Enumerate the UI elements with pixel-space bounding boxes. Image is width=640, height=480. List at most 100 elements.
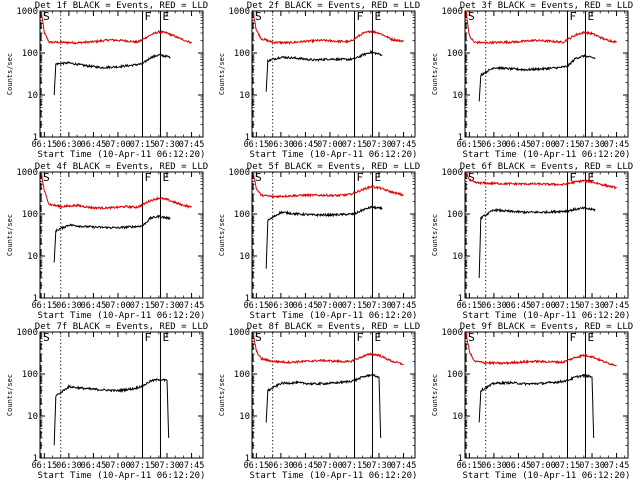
marker-label: S xyxy=(255,10,262,23)
x-axis-label: Start Time (10-Apr-11 06:12:20) xyxy=(38,471,206,480)
marker-label: F xyxy=(144,10,151,23)
y-tick-label: 10 xyxy=(239,252,250,262)
chart-panel: Det 5f BLACK = Events, RED = LLD 1 10 100 10… xyxy=(218,162,420,321)
marker-label: F xyxy=(569,10,576,23)
x-tick-label: 06:45 xyxy=(81,301,107,311)
series-line xyxy=(252,172,404,199)
marker-label: S xyxy=(43,171,50,184)
marker-label: E xyxy=(374,331,381,344)
y-tick-label: 1000 xyxy=(16,328,38,338)
x-tick-label: 07:00 xyxy=(530,461,556,471)
series-line xyxy=(40,171,192,211)
plot-frame xyxy=(251,10,416,138)
y-tick-label: 100 xyxy=(234,210,250,220)
chart-panel: Det 2f BLACK = Events, RED = LLD 1 10 100 10… xyxy=(218,1,420,160)
chart-title: Det 8f BLACK = Events, RED = LLD xyxy=(247,322,420,332)
y-tick-label: 10 xyxy=(239,412,250,422)
x-tick-label: 07:00 xyxy=(105,461,131,471)
x-tick-label: 07:45 xyxy=(391,301,417,311)
plot-frame xyxy=(39,331,204,459)
x-tick-label: 06:45 xyxy=(506,461,532,471)
y-tick-label: 1000 xyxy=(16,7,38,17)
chart-title: Det 6f BLACK = Events, RED = LLD xyxy=(460,162,633,172)
x-tick-label: 06:45 xyxy=(81,461,107,471)
y-tick-label: 100 xyxy=(22,49,38,59)
x-tick-label: 07:45 xyxy=(179,461,205,471)
marker-label: F xyxy=(356,10,363,23)
y-axis-label: Counts/sec xyxy=(431,53,439,95)
x-tick-label: 07:00 xyxy=(530,301,556,311)
chart-panel: Det 9f BLACK = Events, RED = LLD 1 10 100 10… xyxy=(431,322,633,480)
chart-panel: Det 1f BLACK = Events, RED = LLD 1 10 100 10… xyxy=(6,1,208,160)
y-tick-label: 100 xyxy=(447,370,463,380)
x-tick-label: 07:15 xyxy=(342,301,368,311)
x-tick-label: 07:30 xyxy=(366,461,392,471)
marker-label: E xyxy=(374,171,381,184)
x-tick-label: 06:45 xyxy=(81,140,107,150)
y-axis-label: Counts/sec xyxy=(218,374,226,416)
marker-label: F xyxy=(144,171,151,184)
chart-title: Det 3f BLACK = Events, RED = LLD xyxy=(460,1,633,11)
x-tick-label: 06:15 xyxy=(244,301,270,311)
x-axis-label: Start Time (10-Apr-11 06:12:20) xyxy=(250,150,418,160)
y-tick-label: 1 xyxy=(33,294,38,304)
y-axis-label: Counts/sec xyxy=(6,53,14,95)
x-tick-label: 06:45 xyxy=(506,140,532,150)
chart-title: Det 7f BLACK = Events, RED = LLD xyxy=(35,322,208,332)
y-tick-label: 10 xyxy=(452,252,463,262)
x-tick-label: 07:15 xyxy=(342,461,368,471)
x-tick-label: 06:15 xyxy=(457,461,483,471)
marker-label: E xyxy=(162,171,169,184)
x-tick-label: 07:15 xyxy=(342,140,368,150)
chart-title: Det 5f BLACK = Events, RED = LLD xyxy=(247,162,420,172)
series-line xyxy=(265,49,383,92)
y-tick-label: 100 xyxy=(234,49,250,59)
plot-frame xyxy=(464,171,629,299)
x-tick-label: 06:15 xyxy=(457,301,483,311)
x-tick-label: 06:45 xyxy=(293,140,319,150)
x-tick-label: 07:00 xyxy=(317,301,343,311)
x-tick-label: 07:30 xyxy=(579,301,605,311)
x-tick-label: 07:00 xyxy=(317,140,343,150)
series-line xyxy=(478,54,596,102)
y-tick-label: 100 xyxy=(447,210,463,220)
x-tick-label: 06:45 xyxy=(293,301,319,311)
x-tick-label: 07:15 xyxy=(555,140,581,150)
x-tick-label: 06:15 xyxy=(457,140,483,150)
marker-label: S xyxy=(255,171,262,184)
x-tick-label: 07:45 xyxy=(391,140,417,150)
y-tick-label: 1 xyxy=(33,133,38,143)
x-tick-label: 07:00 xyxy=(105,301,131,311)
marker-label: F xyxy=(356,331,363,344)
y-tick-label: 1000 xyxy=(441,7,463,17)
series-line xyxy=(252,334,404,366)
marker-label: S xyxy=(468,171,475,184)
y-tick-label: 100 xyxy=(22,370,38,380)
marker-label: E xyxy=(587,171,594,184)
y-tick-label: 1000 xyxy=(16,168,38,178)
y-tick-label: 100 xyxy=(22,210,38,220)
chart-title: Det 4f BLACK = Events, RED = LLD xyxy=(35,162,208,172)
series-line xyxy=(265,373,382,439)
plot-frame xyxy=(251,331,416,459)
x-axis-label: Start Time (10-Apr-11 06:12:20) xyxy=(250,471,418,480)
y-tick-label: 10 xyxy=(452,91,463,101)
chart-panel: Det 7f BLACK = Events, RED = LLD 1 10 100 10… xyxy=(6,322,208,480)
series-line xyxy=(40,10,192,45)
chart-title: Det 2f BLACK = Events, RED = LLD xyxy=(247,1,420,11)
x-tick-label: 07:00 xyxy=(317,461,343,471)
x-tick-label: 06:30 xyxy=(268,140,294,150)
x-tick-label: 06:30 xyxy=(268,461,294,471)
x-tick-label: 06:15 xyxy=(32,140,58,150)
y-tick-label: 1 xyxy=(458,133,463,143)
y-tick-label: 1000 xyxy=(228,168,250,178)
marker-label: E xyxy=(587,10,594,23)
y-tick-label: 10 xyxy=(27,252,38,262)
x-tick-label: 06:30 xyxy=(56,461,82,471)
series-line xyxy=(53,53,171,96)
x-axis-label: Start Time (10-Apr-11 06:12:20) xyxy=(463,150,631,160)
x-axis-label: Start Time (10-Apr-11 06:12:20) xyxy=(38,311,206,321)
x-tick-label: 06:15 xyxy=(32,461,58,471)
x-tick-label: 07:30 xyxy=(154,140,180,150)
